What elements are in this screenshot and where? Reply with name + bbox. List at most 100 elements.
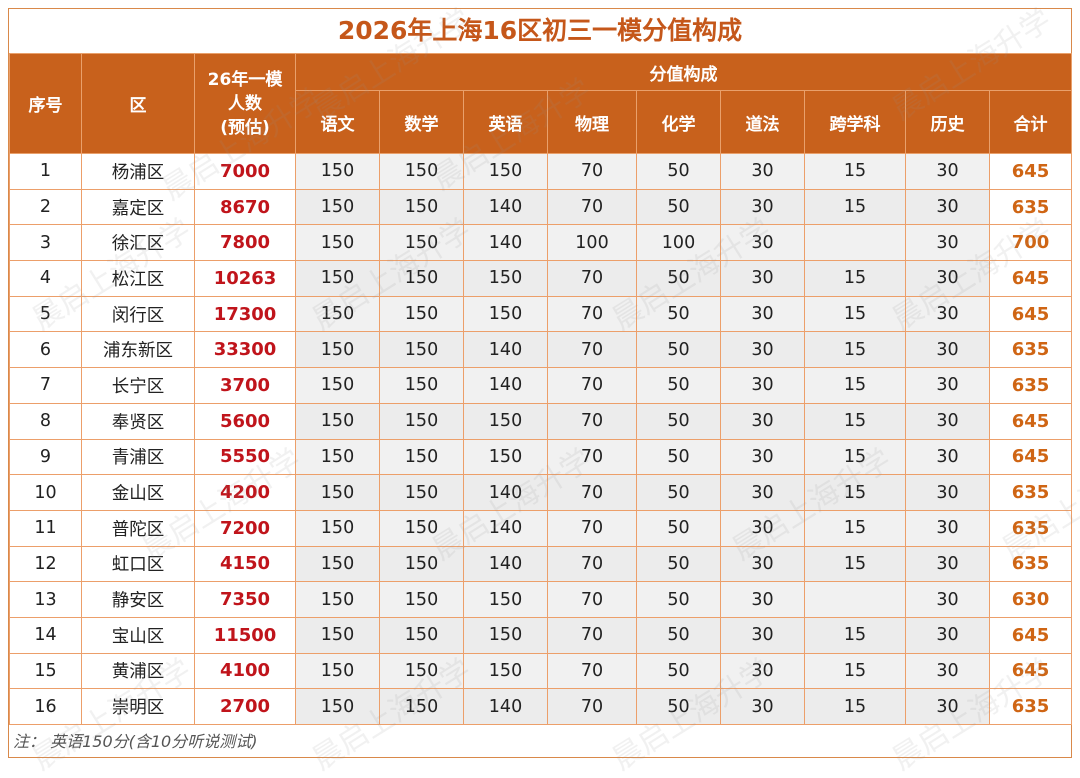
row-index: 14 bbox=[9, 616, 82, 654]
row-student-count: 2700 bbox=[194, 688, 296, 725]
row-subject-score: 15 bbox=[804, 188, 906, 226]
header-subject: 跨学科 bbox=[804, 90, 906, 154]
row-subject-score: 140 bbox=[463, 474, 548, 511]
row-subject-score: 15 bbox=[804, 616, 906, 654]
row-subject-score: 70 bbox=[547, 581, 637, 618]
row-subject-score: 15 bbox=[804, 153, 906, 190]
row-subject-score: 15 bbox=[804, 331, 906, 369]
row-subject-score: 30 bbox=[905, 188, 990, 226]
score-table: 序号 区 26年一模 人数 (预估) 分值构成 语文 数学 英语 物理 化学 道法 跨学科历… bbox=[9, 53, 1073, 725]
row-subject-score: 150 bbox=[295, 153, 380, 190]
row-subject-score: 140 bbox=[463, 224, 548, 262]
table-row: 13 静安区 7350 150 150 150 70 50 30 30 630 bbox=[9, 581, 1073, 618]
row-district: 松江区 bbox=[81, 260, 195, 297]
row-district: 普陀区 bbox=[81, 509, 195, 547]
row-subject-score: 50 bbox=[636, 260, 721, 297]
row-subject-score: 150 bbox=[295, 367, 380, 404]
table-row: 8 奉贤区 5600 150 150 150 70 50 30 15 30 645 bbox=[9, 402, 1073, 440]
row-subject-score: 15 bbox=[804, 295, 906, 333]
header-subject: 数学 bbox=[379, 90, 464, 154]
row-subject-score: 30 bbox=[905, 581, 990, 618]
row-subject-score: 30 bbox=[720, 331, 805, 369]
row-subject-score: 70 bbox=[547, 652, 637, 690]
row-subject-score bbox=[804, 581, 906, 618]
row-subject-score: 70 bbox=[547, 616, 637, 654]
table-title: 2026年上海16区初三一模分值构成 bbox=[337, 16, 743, 45]
row-total: 645 bbox=[988, 402, 1073, 440]
row-district: 虹口区 bbox=[81, 545, 195, 583]
row-subject-score: 30 bbox=[720, 438, 805, 476]
row-district: 徐汇区 bbox=[81, 224, 195, 262]
row-total: 635 bbox=[988, 509, 1073, 547]
row-subject-score: 15 bbox=[804, 652, 906, 690]
row-subject-score: 50 bbox=[636, 474, 721, 511]
header-score-group: 分值构成 bbox=[294, 53, 1073, 91]
row-student-count: 3700 bbox=[194, 367, 296, 404]
row-district: 崇明区 bbox=[81, 688, 195, 725]
row-subject-score: 150 bbox=[295, 688, 380, 725]
row-subject-score: 150 bbox=[379, 295, 464, 333]
table-row: 11 普陀区 7200 150 150 140 70 50 30 15 30 635 bbox=[9, 509, 1073, 547]
row-subject-score: 15 bbox=[804, 509, 906, 547]
row-subject-score: 140 bbox=[463, 188, 548, 226]
row-subject-score: 30 bbox=[720, 616, 805, 654]
row-subject-score: 30 bbox=[905, 652, 990, 690]
table-row: 14 宝山区 11500 150 150 150 70 50 30 15 30 645 bbox=[9, 616, 1073, 654]
header-count-line3: (预估) bbox=[220, 117, 270, 138]
row-total: 700 bbox=[988, 224, 1073, 262]
row-subject-score: 150 bbox=[379, 652, 464, 690]
row-subject-score: 150 bbox=[463, 260, 548, 297]
row-district: 嘉定区 bbox=[81, 188, 195, 226]
row-total: 645 bbox=[988, 652, 1073, 690]
row-subject-score: 50 bbox=[636, 188, 721, 226]
row-subject-score: 30 bbox=[720, 474, 805, 511]
row-district: 宝山区 bbox=[81, 616, 195, 654]
header-subject: 物理 bbox=[547, 90, 637, 154]
header-subject: 语文 bbox=[295, 90, 380, 154]
row-subject-score: 30 bbox=[720, 402, 805, 440]
row-subject-score: 150 bbox=[295, 438, 380, 476]
row-total: 645 bbox=[988, 616, 1073, 654]
row-subject-score: 150 bbox=[379, 331, 464, 369]
row-subject-score: 30 bbox=[905, 616, 990, 654]
header-subject: 化学 bbox=[636, 90, 721, 154]
row-subject-score: 150 bbox=[379, 474, 464, 511]
row-subject-score: 50 bbox=[636, 295, 721, 333]
row-student-count: 5550 bbox=[194, 438, 296, 476]
row-index: 5 bbox=[9, 295, 82, 333]
row-subject-score: 150 bbox=[463, 295, 548, 333]
row-index: 12 bbox=[9, 545, 82, 583]
row-student-count: 4100 bbox=[194, 652, 296, 690]
row-subject-score: 30 bbox=[720, 545, 805, 583]
header-district: 区 bbox=[81, 53, 195, 154]
row-subject-score: 30 bbox=[720, 581, 805, 618]
row-subject-score: 30 bbox=[905, 688, 990, 725]
row-index: 2 bbox=[9, 188, 82, 226]
header-count-line1: 26年一模 bbox=[207, 69, 283, 90]
row-student-count: 4200 bbox=[194, 474, 296, 511]
table-row: 15 黄浦区 4100 150 150 150 70 50 30 15 30 645 bbox=[9, 652, 1073, 690]
row-student-count: 5600 bbox=[194, 402, 296, 440]
row-district: 长宁区 bbox=[81, 367, 195, 404]
row-subject-score: 70 bbox=[547, 260, 637, 297]
row-subject-score: 140 bbox=[463, 331, 548, 369]
row-subject-score: 100 bbox=[636, 224, 721, 262]
table-row: 16 崇明区 2700 150 150 140 70 50 30 15 30 635 bbox=[9, 688, 1073, 725]
row-subject-score: 15 bbox=[804, 474, 906, 511]
row-subject-score: 50 bbox=[636, 509, 721, 547]
row-index: 16 bbox=[9, 688, 82, 725]
row-subject-score: 50 bbox=[636, 616, 721, 654]
table-row: 12 虹口区 4150 150 150 140 70 50 30 15 30 635 bbox=[9, 545, 1073, 583]
row-subject-score: 15 bbox=[804, 545, 906, 583]
row-subject-score: 150 bbox=[379, 402, 464, 440]
row-subject-score: 30 bbox=[720, 188, 805, 226]
row-subject-score: 30 bbox=[720, 367, 805, 404]
row-index: 13 bbox=[9, 581, 82, 618]
row-subject-score: 70 bbox=[547, 474, 637, 511]
row-subject-score: 150 bbox=[295, 260, 380, 297]
row-district: 青浦区 bbox=[81, 438, 195, 476]
document-frame: 2026年上海16区初三一模分值构成 序号 区 26年一模 人数 (预 bbox=[8, 8, 1073, 758]
row-subject-score: 15 bbox=[804, 260, 906, 297]
row-student-count: 33300 bbox=[194, 331, 296, 369]
row-total: 645 bbox=[988, 295, 1073, 333]
